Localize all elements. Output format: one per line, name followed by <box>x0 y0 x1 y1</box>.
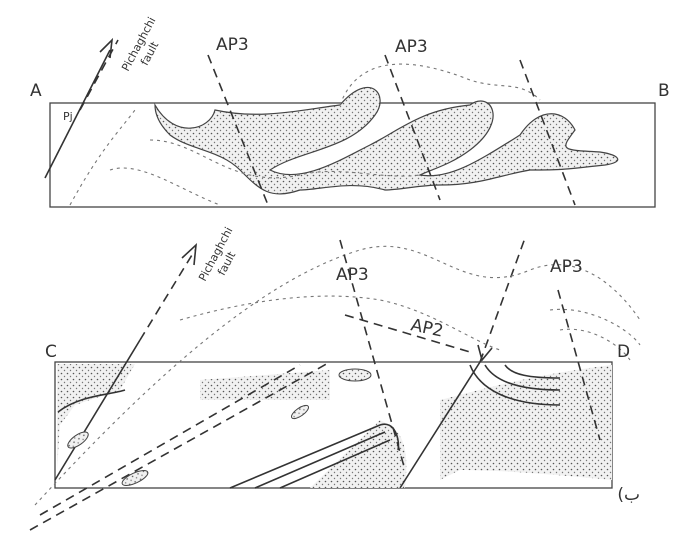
fault-trace <box>480 238 525 362</box>
arrow <box>182 245 196 265</box>
stipple-area <box>57 364 135 470</box>
lens <box>65 429 90 451</box>
fault-line <box>45 50 110 178</box>
unit-label: Pj <box>63 110 73 123</box>
axial-plane <box>345 315 470 352</box>
section-label: C <box>45 342 57 362</box>
axial-plane-label: AP3 <box>395 37 428 57</box>
axial-plane-label: AP3 <box>336 265 369 285</box>
section-label: A <box>30 81 42 101</box>
dotted-layer <box>180 296 500 350</box>
axial-plane-label: AP3 <box>216 35 249 55</box>
axial-plane-label: AP2 <box>409 315 445 341</box>
lens <box>290 403 311 421</box>
caption: ب) <box>617 485 640 505</box>
cross-sections: A B AP3 AP3 Pj Pichaghchi fault <box>0 0 694 548</box>
dotted-layer <box>70 110 135 205</box>
lens <box>339 369 371 381</box>
section-label: D <box>617 342 630 362</box>
section-top: A B AP3 AP3 Pj Pichaghchi fault <box>30 15 670 207</box>
dotted-layer <box>110 168 220 205</box>
arrow <box>100 40 112 58</box>
stipple-area <box>440 365 612 480</box>
section-label: B <box>658 81 670 101</box>
axial-plane-label: AP3 <box>550 257 583 277</box>
fault-trace <box>140 250 195 340</box>
section-bottom: C D AP3 AP3 AP2 Pichaghchi fault <box>30 225 640 530</box>
